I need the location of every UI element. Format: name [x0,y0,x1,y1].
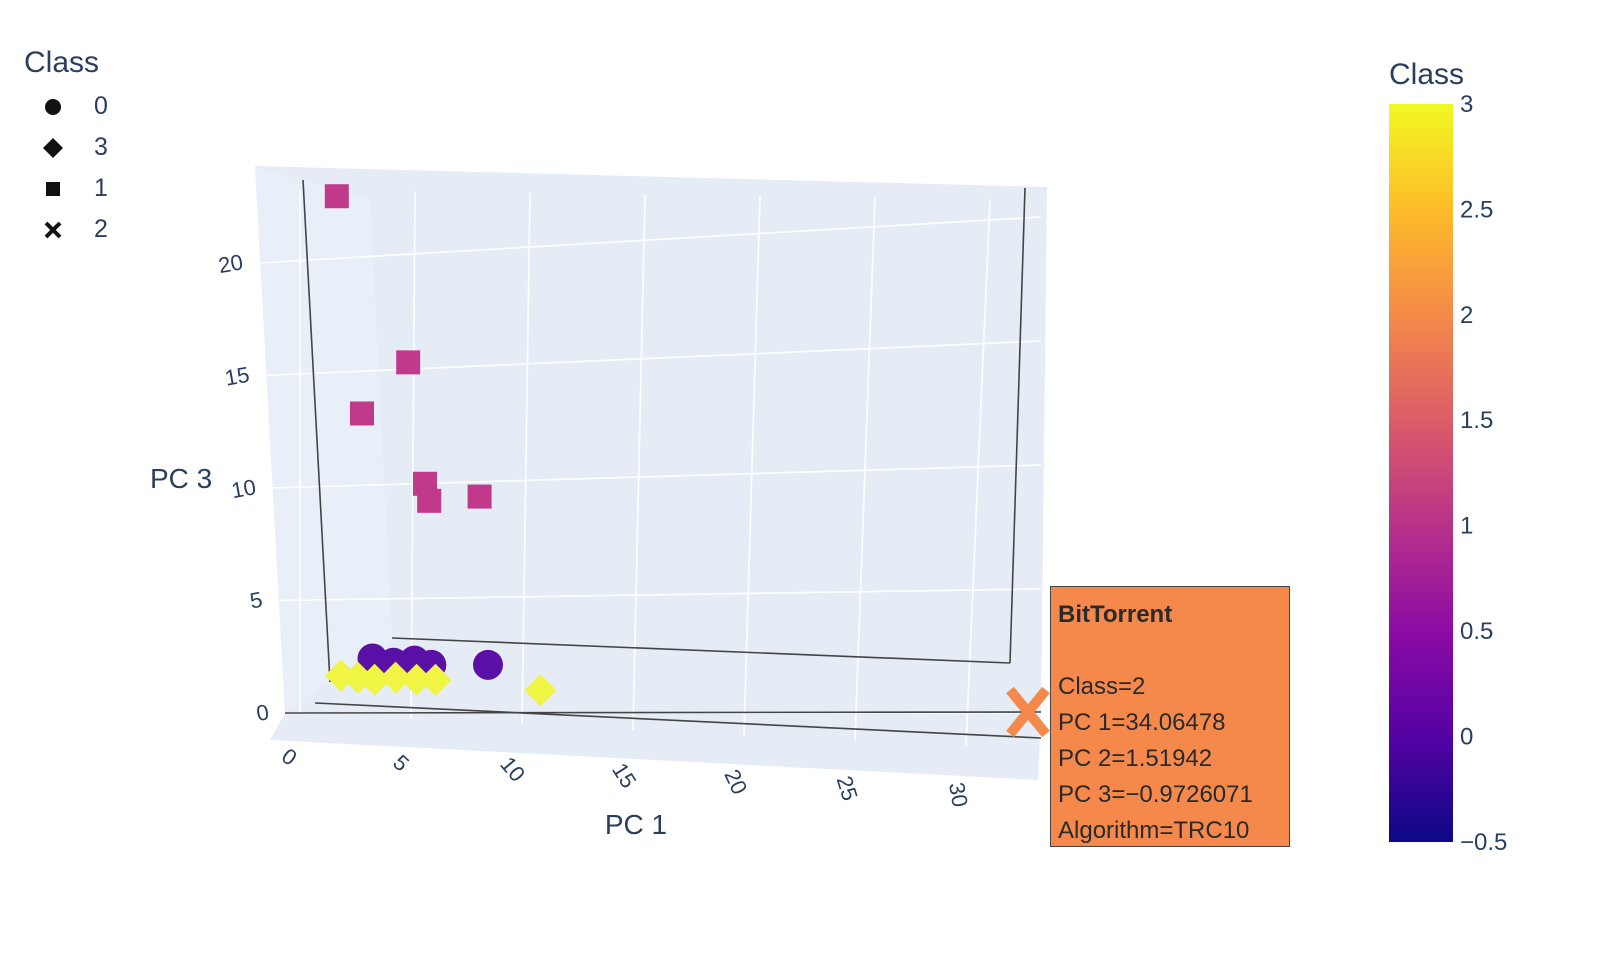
tooltip-line: PC 3=−0.9726071 [1058,781,1253,808]
z-tick-label: 0 [254,699,270,726]
colorbar [1389,104,1453,842]
colorbar-tick-label: −0.5 [1460,829,1507,856]
x-tick-label: 5 [388,750,414,777]
point-marker[interactable] [379,661,412,694]
x-symbol-icon [44,221,62,238]
colorbar-title: Class [1389,58,1465,91]
z-tick-label: 10 [229,474,257,503]
z-tick-label: 5 [248,587,264,614]
floor-pane [270,712,1041,780]
point-marker[interactable] [350,401,374,426]
point-marker[interactable] [524,674,557,707]
grid-lines [258,190,1042,747]
z-tick-label: 15 [223,362,251,391]
point-marker[interactable] [473,649,503,680]
point-marker[interactable] [358,663,391,696]
legend-title: Class [24,46,100,79]
data-points[interactable] [324,184,1050,738]
tooltip-line: PC 1=34.06478 [1058,709,1226,736]
x-tick-label: 0 [277,743,301,771]
legend-item-label: 2 [94,215,108,243]
tooltip-line: Class=2 [1058,673,1146,700]
colorbar-tick-label: 0 [1460,723,1473,750]
x-tick-label: 25 [832,773,863,804]
axis-frame [284,179,1042,739]
x-tick-label: 30 [944,780,973,808]
legend-item[interactable]: 3 [24,127,108,168]
x-axis-label: PC 1 [605,809,667,840]
point-marker[interactable] [396,350,421,375]
colorbar-tick-label: 2.5 [1460,196,1493,223]
colorbar-tick-label: 0.5 [1460,618,1493,645]
x-tick-label: 20 [719,765,752,798]
point-marker[interactable] [467,484,492,509]
legend-item-label: 3 [94,133,108,161]
colorbar-tick-label: 2 [1460,302,1473,329]
square-symbol-icon [46,181,60,196]
legend-item[interactable]: 2 [24,209,108,250]
point-marker[interactable] [419,663,452,696]
x-tick-label: 10 [495,752,530,787]
diamond-symbol-icon [43,137,63,158]
colorbar-tick-label: 3 [1460,91,1473,118]
circle-symbol-icon [45,98,61,115]
legend-item[interactable]: 1 [24,168,108,209]
back-wall-pane [255,166,1047,713]
z-axis-label: PC 3 [150,463,212,494]
colorbar-tick-label: 1.5 [1460,407,1493,434]
tooltip-line: Algorithm=TRC10 [1058,817,1250,844]
hover-tooltip: BitTorrent Class=2 PC 1=34.06478 PC 2=1.51… [1050,586,1290,847]
point-marker[interactable] [324,184,349,209]
point-marker[interactable] [1006,686,1050,738]
legend-item[interactable]: 0 [24,86,108,127]
legend-item-label: 0 [94,92,108,120]
tooltip-line: PC 2=1.51942 [1058,745,1213,772]
colorbar-ticks: 3 2.5 2 1.5 1 0.5 0 −0.5 [1460,91,1507,856]
colorbar-tick-label: 1 [1460,513,1473,540]
z-tick-label: 20 [216,249,244,278]
side-wall-pane [255,166,392,713]
legend: Class 0 3 1 2 [24,46,108,250]
legend-item-label: 1 [94,174,108,202]
point-marker[interactable] [417,488,442,513]
x-tick-label: 15 [607,758,641,792]
tooltip-title: BitTorrent [1058,601,1173,628]
point-marker[interactable] [400,663,433,696]
